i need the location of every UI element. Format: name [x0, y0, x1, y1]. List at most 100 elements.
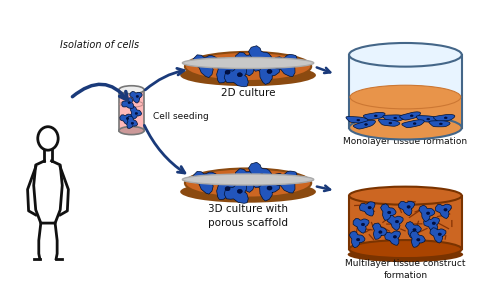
Polygon shape	[224, 182, 248, 203]
Ellipse shape	[267, 186, 272, 190]
Ellipse shape	[237, 73, 242, 77]
Polygon shape	[122, 98, 134, 108]
Ellipse shape	[356, 238, 360, 241]
FancyArrowPatch shape	[316, 68, 330, 73]
Polygon shape	[353, 219, 369, 233]
Ellipse shape	[206, 62, 211, 66]
Ellipse shape	[432, 222, 436, 225]
Polygon shape	[419, 205, 435, 222]
FancyArrowPatch shape	[144, 125, 185, 173]
Bar	[350, 96, 461, 127]
Text: Multilayer tissue construct
formation: Multilayer tissue construct formation	[345, 259, 466, 280]
Ellipse shape	[426, 212, 430, 215]
Ellipse shape	[131, 122, 134, 124]
Bar	[349, 55, 462, 128]
Polygon shape	[416, 116, 438, 122]
Ellipse shape	[206, 178, 211, 183]
Polygon shape	[402, 120, 424, 128]
Ellipse shape	[349, 43, 462, 67]
Polygon shape	[383, 115, 405, 121]
Ellipse shape	[350, 85, 461, 109]
Ellipse shape	[427, 118, 430, 120]
Ellipse shape	[349, 116, 462, 139]
Ellipse shape	[286, 178, 291, 182]
Polygon shape	[398, 201, 414, 216]
Ellipse shape	[410, 115, 413, 117]
Ellipse shape	[440, 123, 442, 125]
Polygon shape	[360, 202, 375, 216]
Ellipse shape	[394, 117, 396, 119]
Ellipse shape	[267, 70, 272, 74]
Ellipse shape	[362, 223, 364, 226]
Ellipse shape	[374, 115, 377, 117]
Ellipse shape	[119, 86, 144, 94]
Ellipse shape	[379, 231, 382, 233]
Polygon shape	[380, 204, 396, 220]
Ellipse shape	[364, 123, 368, 125]
Ellipse shape	[185, 168, 311, 198]
Text: 3D culture with
porous scaffold: 3D culture with porous scaffold	[208, 204, 288, 228]
Ellipse shape	[348, 247, 463, 262]
Polygon shape	[248, 162, 272, 188]
Polygon shape	[400, 112, 420, 120]
Polygon shape	[255, 59, 280, 84]
Polygon shape	[216, 58, 238, 83]
Ellipse shape	[185, 52, 311, 81]
Ellipse shape	[182, 58, 314, 68]
Ellipse shape	[413, 229, 416, 231]
Polygon shape	[430, 228, 446, 243]
Ellipse shape	[128, 101, 130, 104]
Polygon shape	[372, 223, 388, 239]
Ellipse shape	[438, 233, 442, 236]
Ellipse shape	[237, 189, 242, 193]
Polygon shape	[384, 231, 400, 245]
Polygon shape	[346, 117, 368, 123]
Ellipse shape	[180, 64, 316, 86]
Polygon shape	[224, 65, 248, 87]
Ellipse shape	[225, 187, 230, 191]
Ellipse shape	[182, 174, 314, 185]
Ellipse shape	[135, 112, 138, 115]
Polygon shape	[248, 46, 272, 71]
Polygon shape	[354, 120, 376, 129]
Polygon shape	[273, 54, 297, 76]
Polygon shape	[406, 221, 421, 238]
FancyArrowPatch shape	[145, 68, 184, 90]
Polygon shape	[387, 215, 403, 230]
FancyArrowPatch shape	[72, 84, 128, 100]
Text: Isolation of cells: Isolation of cells	[60, 40, 139, 50]
Polygon shape	[255, 176, 280, 201]
Ellipse shape	[413, 123, 416, 125]
Polygon shape	[424, 217, 440, 232]
Polygon shape	[127, 116, 138, 128]
Ellipse shape	[444, 208, 447, 211]
Ellipse shape	[416, 239, 420, 241]
Polygon shape	[436, 204, 452, 219]
Text: Cell seeding: Cell seeding	[153, 111, 208, 121]
Ellipse shape	[126, 117, 129, 119]
Ellipse shape	[394, 235, 396, 238]
Polygon shape	[434, 115, 455, 121]
Text: 2D culture: 2D culture	[221, 88, 276, 98]
Bar	[119, 90, 144, 131]
Ellipse shape	[259, 174, 264, 178]
Text: Monolayer tissue formation: Monolayer tissue formation	[344, 137, 468, 146]
Polygon shape	[273, 171, 297, 193]
Polygon shape	[350, 231, 365, 248]
Polygon shape	[120, 114, 132, 125]
Polygon shape	[410, 231, 426, 247]
Ellipse shape	[444, 117, 447, 119]
FancyArrowPatch shape	[317, 186, 330, 191]
Ellipse shape	[286, 62, 291, 66]
Polygon shape	[235, 52, 260, 76]
Ellipse shape	[349, 240, 462, 258]
Polygon shape	[429, 121, 450, 127]
Polygon shape	[193, 171, 218, 194]
Ellipse shape	[259, 57, 264, 61]
Ellipse shape	[407, 205, 410, 208]
Bar	[349, 196, 462, 249]
Ellipse shape	[225, 70, 230, 74]
Ellipse shape	[357, 119, 360, 121]
Ellipse shape	[368, 206, 372, 209]
Ellipse shape	[119, 127, 144, 135]
